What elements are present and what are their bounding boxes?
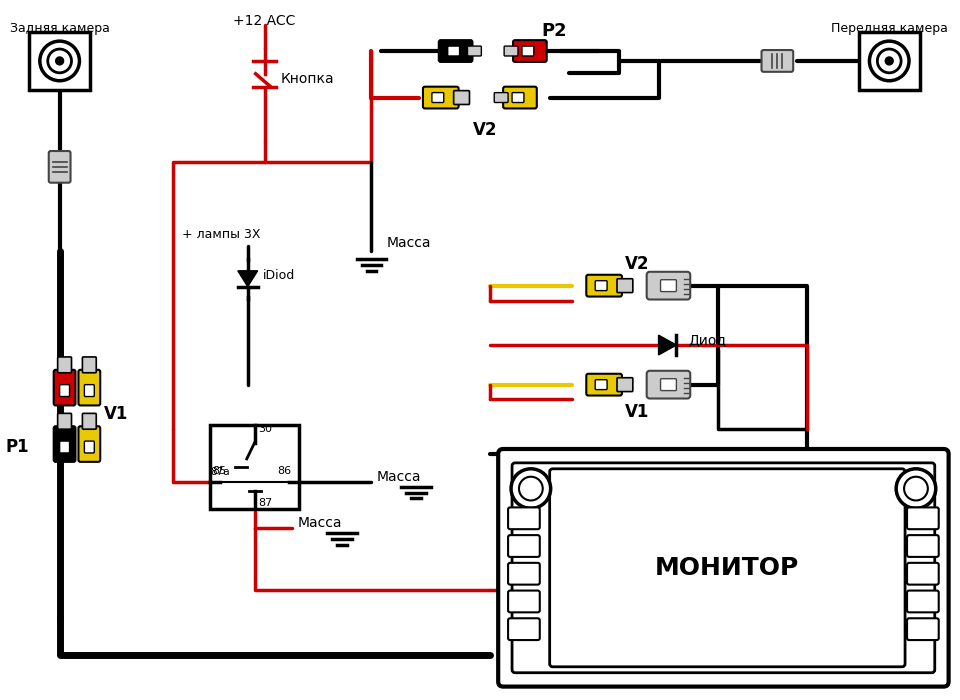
Circle shape bbox=[896, 469, 936, 508]
Text: V2: V2 bbox=[625, 255, 649, 273]
Text: iDiod: iDiod bbox=[263, 270, 295, 282]
FancyBboxPatch shape bbox=[83, 357, 96, 373]
FancyBboxPatch shape bbox=[508, 535, 540, 557]
FancyBboxPatch shape bbox=[513, 40, 546, 62]
FancyBboxPatch shape bbox=[60, 441, 69, 453]
FancyBboxPatch shape bbox=[907, 563, 939, 584]
Text: Задняя камера: Задняя камера bbox=[10, 22, 109, 35]
FancyBboxPatch shape bbox=[432, 92, 444, 102]
FancyBboxPatch shape bbox=[907, 618, 939, 640]
FancyBboxPatch shape bbox=[508, 591, 540, 612]
FancyBboxPatch shape bbox=[83, 414, 96, 429]
Text: 87a: 87a bbox=[210, 467, 229, 477]
FancyBboxPatch shape bbox=[423, 87, 459, 108]
FancyBboxPatch shape bbox=[907, 508, 939, 529]
Text: P1: P1 bbox=[5, 438, 29, 456]
Text: Диод: Диод bbox=[688, 333, 727, 347]
FancyBboxPatch shape bbox=[84, 384, 94, 396]
Text: V2: V2 bbox=[473, 121, 497, 139]
Circle shape bbox=[519, 477, 542, 500]
FancyBboxPatch shape bbox=[54, 370, 76, 405]
FancyBboxPatch shape bbox=[512, 92, 524, 102]
FancyBboxPatch shape bbox=[660, 379, 677, 391]
Bar bbox=[210, 425, 300, 509]
FancyBboxPatch shape bbox=[447, 46, 460, 56]
Text: 30: 30 bbox=[258, 424, 273, 434]
FancyBboxPatch shape bbox=[498, 449, 948, 687]
FancyBboxPatch shape bbox=[54, 426, 76, 462]
FancyBboxPatch shape bbox=[60, 384, 69, 396]
Text: V1: V1 bbox=[625, 403, 649, 421]
Circle shape bbox=[877, 49, 901, 73]
Text: МОНИТОР: МОНИТОР bbox=[656, 556, 800, 580]
FancyBboxPatch shape bbox=[58, 414, 71, 429]
Text: V1: V1 bbox=[104, 405, 129, 424]
FancyBboxPatch shape bbox=[550, 469, 905, 667]
FancyBboxPatch shape bbox=[617, 378, 633, 391]
Text: 86: 86 bbox=[277, 466, 292, 476]
Text: P2: P2 bbox=[541, 22, 567, 40]
FancyBboxPatch shape bbox=[79, 426, 100, 462]
Text: Кнопка: Кнопка bbox=[280, 71, 334, 85]
FancyBboxPatch shape bbox=[587, 275, 622, 297]
FancyBboxPatch shape bbox=[617, 279, 633, 293]
Text: Масса: Масса bbox=[386, 236, 431, 250]
FancyBboxPatch shape bbox=[587, 374, 622, 395]
FancyBboxPatch shape bbox=[761, 50, 793, 72]
Text: +12 ACC: +12 ACC bbox=[233, 14, 296, 28]
FancyBboxPatch shape bbox=[907, 591, 939, 612]
FancyBboxPatch shape bbox=[512, 463, 935, 673]
Circle shape bbox=[904, 477, 927, 500]
Text: + лампы 3Х: + лампы 3Х bbox=[181, 228, 260, 241]
Text: Масса: Масса bbox=[376, 470, 420, 484]
FancyBboxPatch shape bbox=[504, 46, 518, 56]
FancyBboxPatch shape bbox=[508, 563, 540, 584]
FancyBboxPatch shape bbox=[647, 371, 690, 398]
FancyBboxPatch shape bbox=[503, 87, 537, 108]
FancyBboxPatch shape bbox=[49, 151, 70, 183]
Circle shape bbox=[870, 41, 909, 80]
Polygon shape bbox=[238, 271, 257, 286]
FancyBboxPatch shape bbox=[468, 46, 481, 56]
FancyBboxPatch shape bbox=[84, 441, 94, 453]
FancyBboxPatch shape bbox=[907, 535, 939, 557]
Circle shape bbox=[885, 57, 893, 65]
FancyBboxPatch shape bbox=[647, 272, 690, 300]
FancyBboxPatch shape bbox=[508, 618, 540, 640]
Circle shape bbox=[511, 469, 551, 508]
FancyBboxPatch shape bbox=[494, 92, 508, 102]
Text: Масса: Масса bbox=[298, 516, 342, 530]
Circle shape bbox=[39, 41, 80, 80]
FancyBboxPatch shape bbox=[660, 280, 677, 292]
Text: 85: 85 bbox=[212, 466, 227, 476]
FancyBboxPatch shape bbox=[439, 40, 472, 62]
Text: Передняя камера: Передняя камера bbox=[830, 22, 948, 35]
Circle shape bbox=[48, 49, 71, 73]
FancyBboxPatch shape bbox=[508, 508, 540, 529]
Polygon shape bbox=[659, 335, 677, 355]
FancyBboxPatch shape bbox=[29, 32, 90, 90]
FancyBboxPatch shape bbox=[595, 379, 607, 390]
Circle shape bbox=[56, 57, 63, 65]
FancyBboxPatch shape bbox=[79, 370, 100, 405]
FancyBboxPatch shape bbox=[522, 46, 534, 56]
Text: 87: 87 bbox=[258, 498, 273, 508]
FancyBboxPatch shape bbox=[58, 357, 71, 373]
FancyBboxPatch shape bbox=[595, 281, 607, 290]
FancyBboxPatch shape bbox=[454, 90, 469, 104]
FancyBboxPatch shape bbox=[858, 32, 920, 90]
